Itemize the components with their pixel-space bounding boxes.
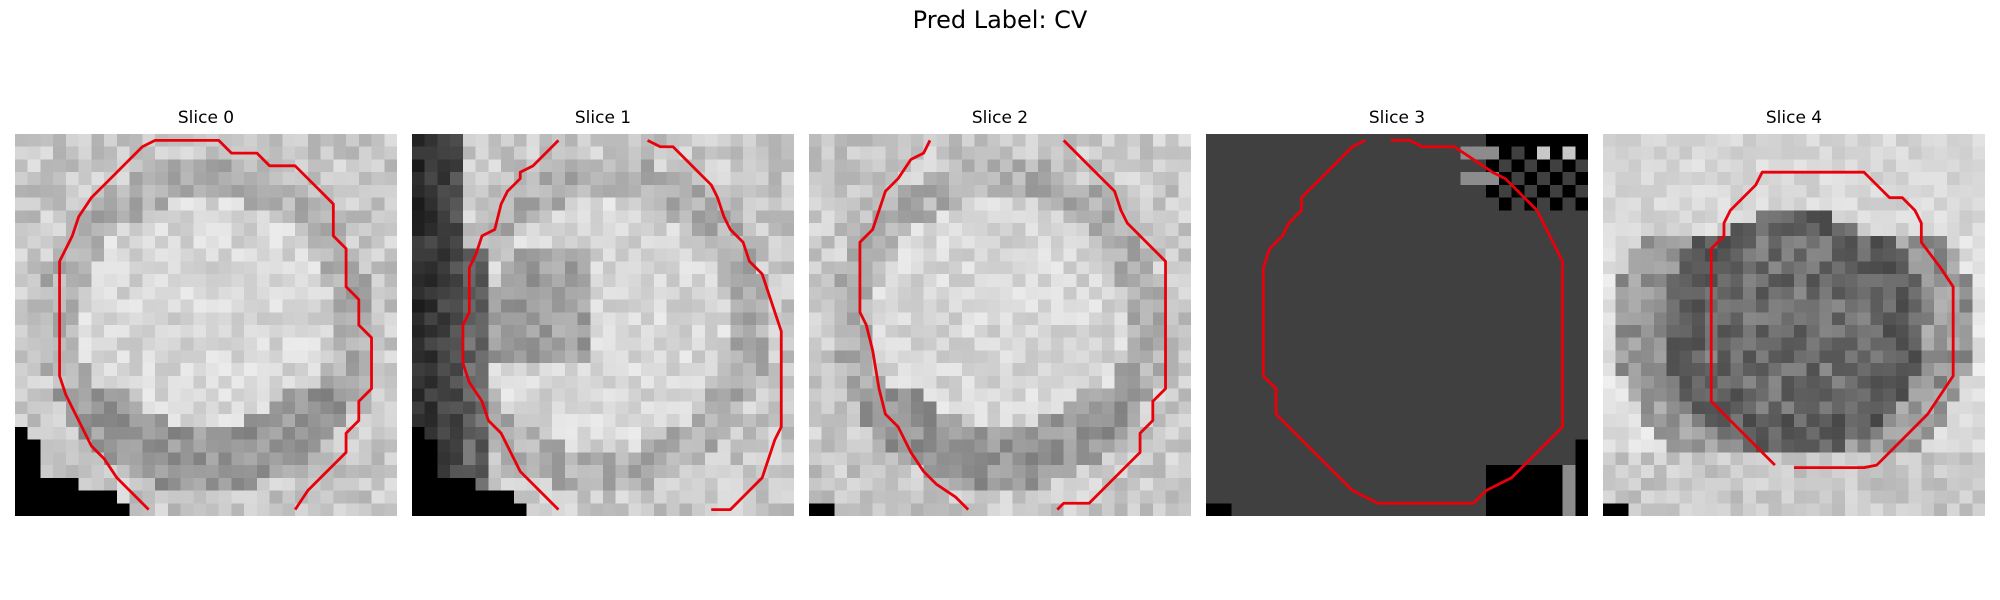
slice-0-contour-0 — [58, 138, 373, 511]
slice-1-contour-0 — [461, 139, 560, 511]
figure-title: Pred Label: CV — [912, 6, 1088, 34]
slice-2-contour-0 — [858, 139, 970, 511]
slice-3-contour-0 — [1261, 138, 1564, 505]
slice-4-title: Slice 4 — [1765, 108, 1823, 128]
slice-0-image — [15, 134, 397, 516]
slice-4-pixels — [1603, 134, 1985, 516]
slice-2-pixels — [809, 134, 1191, 516]
slice-1-image — [412, 134, 794, 516]
slice-0-pixels — [15, 134, 397, 516]
slice-3-title: Slice 3 — [1368, 108, 1426, 128]
slice-2-image — [809, 134, 1191, 516]
slice-1-title: Slice 1 — [574, 108, 632, 128]
slice-4-contour-0 — [1709, 170, 1955, 470]
slice-2-title: Slice 2 — [971, 108, 1029, 128]
slice-3-image — [1206, 134, 1588, 516]
slice-3-pixels — [1206, 134, 1588, 516]
slice-2-contour-1 — [1056, 139, 1167, 511]
slice-4-image — [1603, 134, 1985, 516]
slice-1-pixels — [412, 134, 794, 516]
slice-1-contour-1 — [646, 139, 783, 512]
slice-0-title: Slice 0 — [177, 108, 235, 128]
